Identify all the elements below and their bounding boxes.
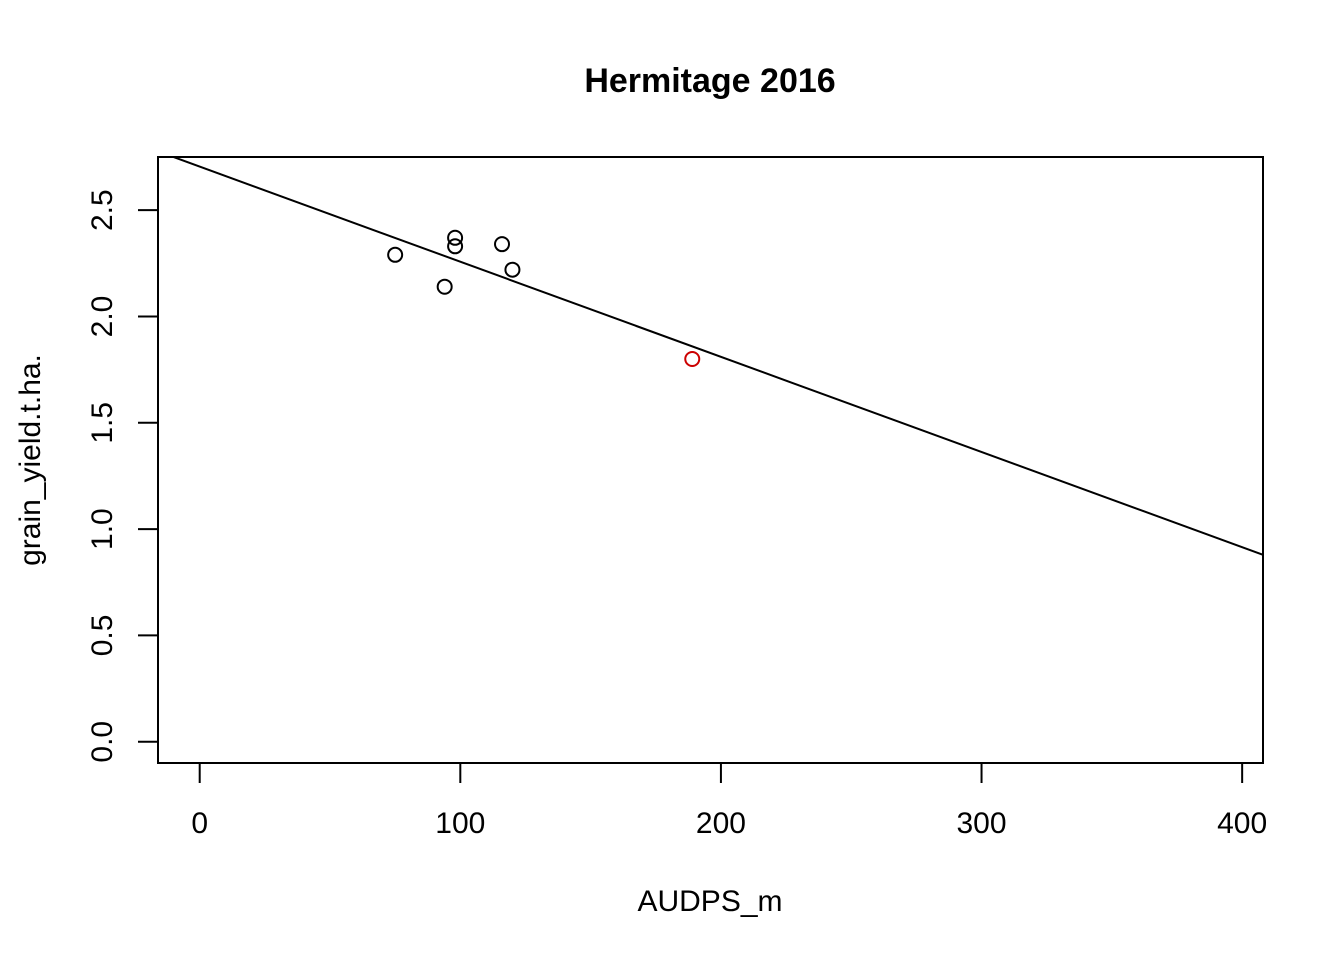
y-axis: 0.0 0.5 1.0 1.5 2.0 2.5 [86, 189, 159, 763]
y-tick-label: 1.5 [86, 402, 119, 444]
x-tick-label: 400 [1217, 807, 1267, 840]
data-point [447, 229, 464, 246]
data-point [447, 238, 464, 255]
y-tick-label: 0.5 [86, 615, 119, 657]
y-tick-label: 2.0 [86, 296, 119, 338]
chart-title: Hermitage 2016 [584, 62, 835, 100]
data-point [436, 278, 453, 295]
plot-frame [157, 156, 1264, 764]
x-axis: 0 100 200 300 400 [191, 762, 1267, 840]
x-tick-label: 100 [435, 807, 485, 840]
x-tick-label: 200 [696, 807, 746, 840]
x-axis-label: AUDPS_m [637, 885, 782, 918]
data-point [504, 261, 521, 278]
data-point [684, 351, 701, 367]
data-point [494, 236, 511, 253]
y-tick-label: 0.0 [86, 721, 119, 763]
x-tick-label: 0 [191, 807, 208, 840]
y-tick-label: 1.0 [86, 508, 119, 550]
regression-line [170, 157, 1263, 556]
y-axis-label: grain_yield.t.ha. [14, 354, 47, 566]
data-point [387, 246, 404, 263]
y-tick-label: 2.5 [86, 189, 119, 231]
plot-area [157, 156, 1264, 764]
x-tick-label: 300 [957, 807, 1007, 840]
